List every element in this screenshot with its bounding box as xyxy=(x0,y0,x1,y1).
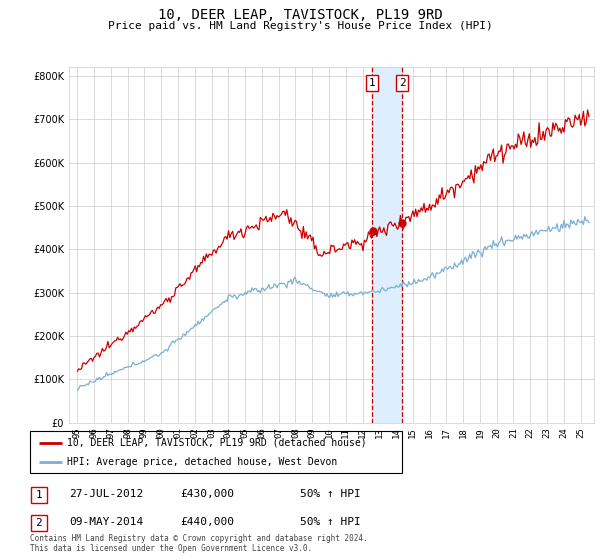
Text: 1: 1 xyxy=(369,78,376,88)
Text: 27-JUL-2012: 27-JUL-2012 xyxy=(69,489,143,499)
Text: £430,000: £430,000 xyxy=(180,489,234,499)
Text: 2: 2 xyxy=(35,518,43,528)
Bar xyxy=(372,67,402,423)
Text: Price paid vs. HM Land Registry's House Price Index (HPI): Price paid vs. HM Land Registry's House … xyxy=(107,21,493,31)
Text: 09-MAY-2014: 09-MAY-2014 xyxy=(69,517,143,527)
Text: HPI: Average price, detached house, West Devon: HPI: Average price, detached house, West… xyxy=(67,457,337,467)
Text: 2: 2 xyxy=(399,78,406,88)
Text: £440,000: £440,000 xyxy=(180,517,234,527)
Text: Contains HM Land Registry data © Crown copyright and database right 2024.
This d: Contains HM Land Registry data © Crown c… xyxy=(30,534,368,553)
Text: 50% ↑ HPI: 50% ↑ HPI xyxy=(300,517,361,527)
Text: 50% ↑ HPI: 50% ↑ HPI xyxy=(300,489,361,499)
Text: 10, DEER LEAP, TAVISTOCK, PL19 9RD (detached house): 10, DEER LEAP, TAVISTOCK, PL19 9RD (deta… xyxy=(67,437,367,447)
Text: 10, DEER LEAP, TAVISTOCK, PL19 9RD: 10, DEER LEAP, TAVISTOCK, PL19 9RD xyxy=(158,8,442,22)
Text: 1: 1 xyxy=(35,490,43,500)
